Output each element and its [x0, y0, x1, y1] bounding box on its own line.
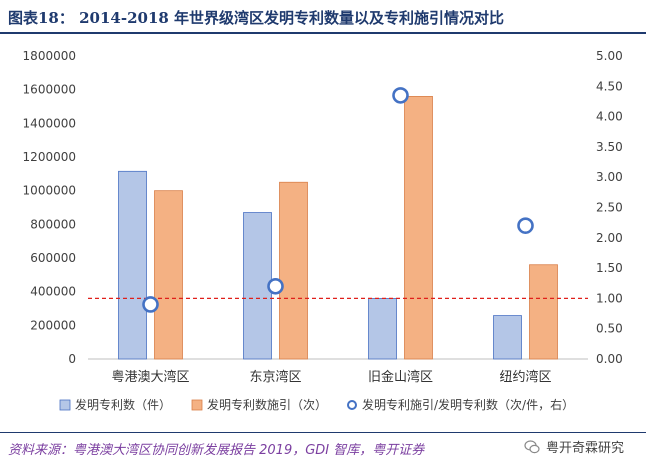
bar-patents — [118, 170, 147, 360]
y-left-tick-label: 400000 — [30, 285, 76, 299]
y-right-tick-label: 2.50 — [596, 201, 623, 215]
bar-citations — [279, 181, 308, 360]
legend-swatch — [59, 399, 71, 411]
legend-swatch — [191, 399, 203, 411]
ratio-point — [517, 217, 534, 234]
y-left-tick-label: 200000 — [30, 318, 76, 332]
ratio-point — [267, 277, 284, 295]
y-right-tick-label: 4.50 — [596, 79, 623, 93]
title-divider — [0, 32, 646, 34]
chart-title: 图表18： 2014-2018 年世界级湾区发明专利数量以及专利施引情况对比 — [8, 9, 505, 27]
chart-area: 0 200000 400000 600000 800000 1000000 1200000 1… — [23, 49, 623, 412]
y-right-tick-label: 3.50 — [596, 140, 623, 154]
y-left-tick-label: 0 — [68, 352, 76, 366]
bar-citations — [404, 96, 433, 360]
y-right-tick-label: 0.50 — [596, 322, 623, 336]
title-bar: 图表18： 2014-2018 年世界级湾区发明专利数量以及专利施引情况对比 — [0, 0, 646, 34]
y-left-tick-label: 1600000 — [23, 83, 76, 97]
y-left-tick-label: 800000 — [30, 217, 76, 231]
y-right-tick-label: 4.00 — [596, 110, 623, 124]
legend-label: 发明专利施引/发明专利数（次/件，右） — [362, 397, 574, 412]
brand-name: 粤开奇霖研究 — [545, 441, 624, 456]
y-left-tick-label: 1200000 — [23, 150, 76, 164]
y-right-tick-label: 0.00 — [596, 352, 623, 366]
legend-marker — [347, 400, 357, 410]
y-right-tick-label: 1.50 — [596, 261, 623, 275]
x-tick-label: 纽约湾区 — [499, 369, 551, 385]
y-right-tick-label: 2.00 — [596, 231, 623, 245]
bar-patents — [493, 315, 522, 360]
y-right-tick-label: 1.00 — [596, 291, 623, 305]
bar-patents — [368, 297, 397, 360]
x-tick-label: 粤港澳大湾区 — [111, 369, 189, 385]
ratio-point — [392, 87, 409, 104]
legend-label: 发明专利数施引（次） — [207, 397, 327, 412]
y-right-tick-label: 5.00 — [596, 49, 623, 63]
y-left-tick-label: 1000000 — [23, 184, 76, 198]
y-left-tick-label: 1400000 — [23, 116, 76, 130]
ratio-point — [142, 296, 159, 313]
brand: 粤开奇霖研究 — [524, 437, 624, 456]
y-left-tick-label: 600000 — [30, 251, 76, 265]
bar-citations — [154, 190, 183, 360]
y-left-tick-label: 1800000 — [23, 49, 76, 63]
legend-label: 发明专利数（件） — [75, 397, 171, 412]
footer-divider — [0, 432, 646, 433]
source-note: 资料来源：粤港澳大湾区协同创新发展报告 2019，GDI 智库，粤开证券 — [8, 443, 425, 458]
bar-citations — [529, 264, 558, 360]
wechat-icon — [524, 439, 540, 453]
x-tick-label: 东京湾区 — [249, 369, 301, 385]
x-tick-label: 旧金山湾区 — [368, 369, 433, 385]
y-right-tick-label: 3.00 — [596, 170, 623, 184]
